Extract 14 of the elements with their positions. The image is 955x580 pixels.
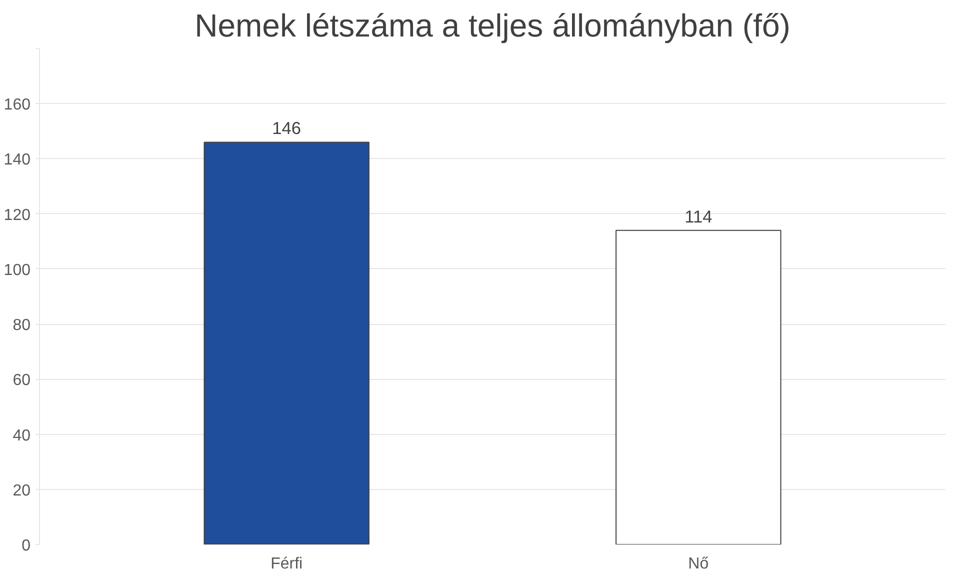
y-tick-label: 0 <box>22 538 31 554</box>
y-tick-label: 100 <box>4 262 31 279</box>
y-tick-label: 20 <box>12 482 31 500</box>
chart-title: Nemek létszáma a teljes állományban (fő) <box>194 8 790 44</box>
x-tick-label: Nő <box>688 556 709 572</box>
y-tick-label: 120 <box>4 206 31 224</box>
y-tick-label: 40 <box>12 427 31 444</box>
y-tick-label: 140 <box>4 152 31 169</box>
data-label: 114 <box>684 206 713 226</box>
y-tick-label: 160 <box>4 96 31 114</box>
data-label: 146 <box>272 118 302 138</box>
y-tick-label: 80 <box>12 317 31 334</box>
y-tick-label: 60 <box>12 372 31 390</box>
x-tick-label: Férfi <box>270 556 303 572</box>
